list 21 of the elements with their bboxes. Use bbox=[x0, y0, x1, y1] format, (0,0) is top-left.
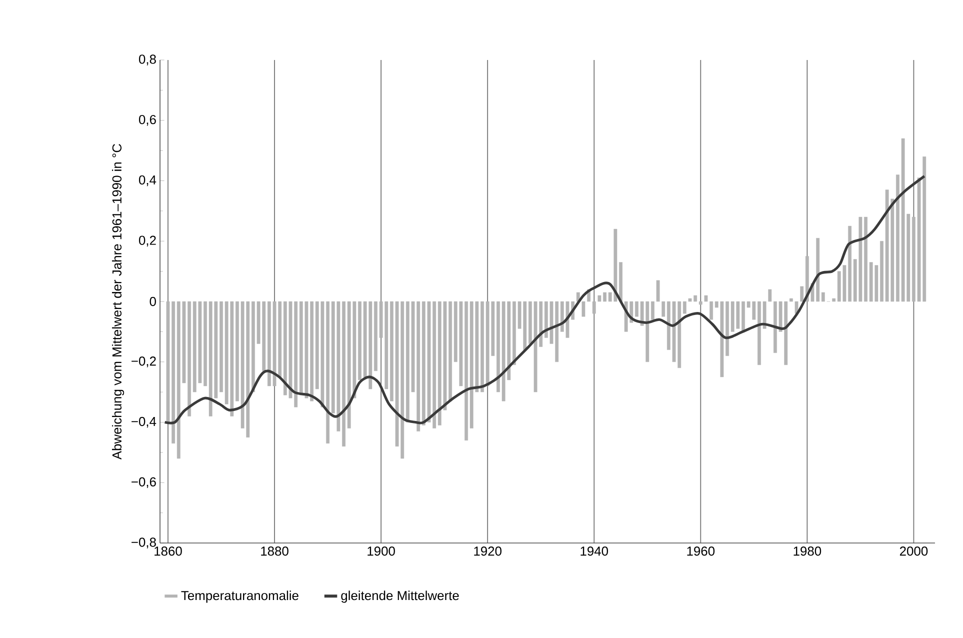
x-tick-label: 1860 bbox=[154, 546, 182, 556]
x-tick-label: 2000 bbox=[900, 546, 928, 556]
y-tick-label: 0,4 bbox=[138, 175, 156, 186]
y-tick-label: −0,8 bbox=[132, 538, 156, 548]
x-tick-label: 1920 bbox=[474, 546, 502, 556]
y-tick-label: −0,4 bbox=[132, 416, 156, 428]
y-tick-label: 0,2 bbox=[138, 236, 156, 246]
line-series bbox=[164, 174, 926, 424]
x-tick-label: 1880 bbox=[261, 546, 288, 556]
legend-label: gleitende Mittelwerte bbox=[341, 590, 459, 603]
x-tick-label: 1960 bbox=[687, 546, 715, 556]
y-tick-label: 0,6 bbox=[138, 115, 156, 126]
x-tick-label: 1940 bbox=[580, 546, 608, 556]
y-tick-label: 0,8 bbox=[138, 54, 156, 66]
x-tick-label: 1900 bbox=[368, 546, 395, 556]
y-tick-label: 0 bbox=[150, 296, 156, 306]
y-axis-title: Abweichung vom Mittelwert der Jahre 1961–1990 in °C bbox=[112, 144, 124, 460]
y-tick-label: −0,6 bbox=[132, 477, 156, 488]
x-tick-label: 1980 bbox=[794, 546, 822, 556]
y-tick-label: −0,2 bbox=[132, 356, 156, 368]
legend-label: Temperaturanomalie bbox=[181, 590, 298, 603]
